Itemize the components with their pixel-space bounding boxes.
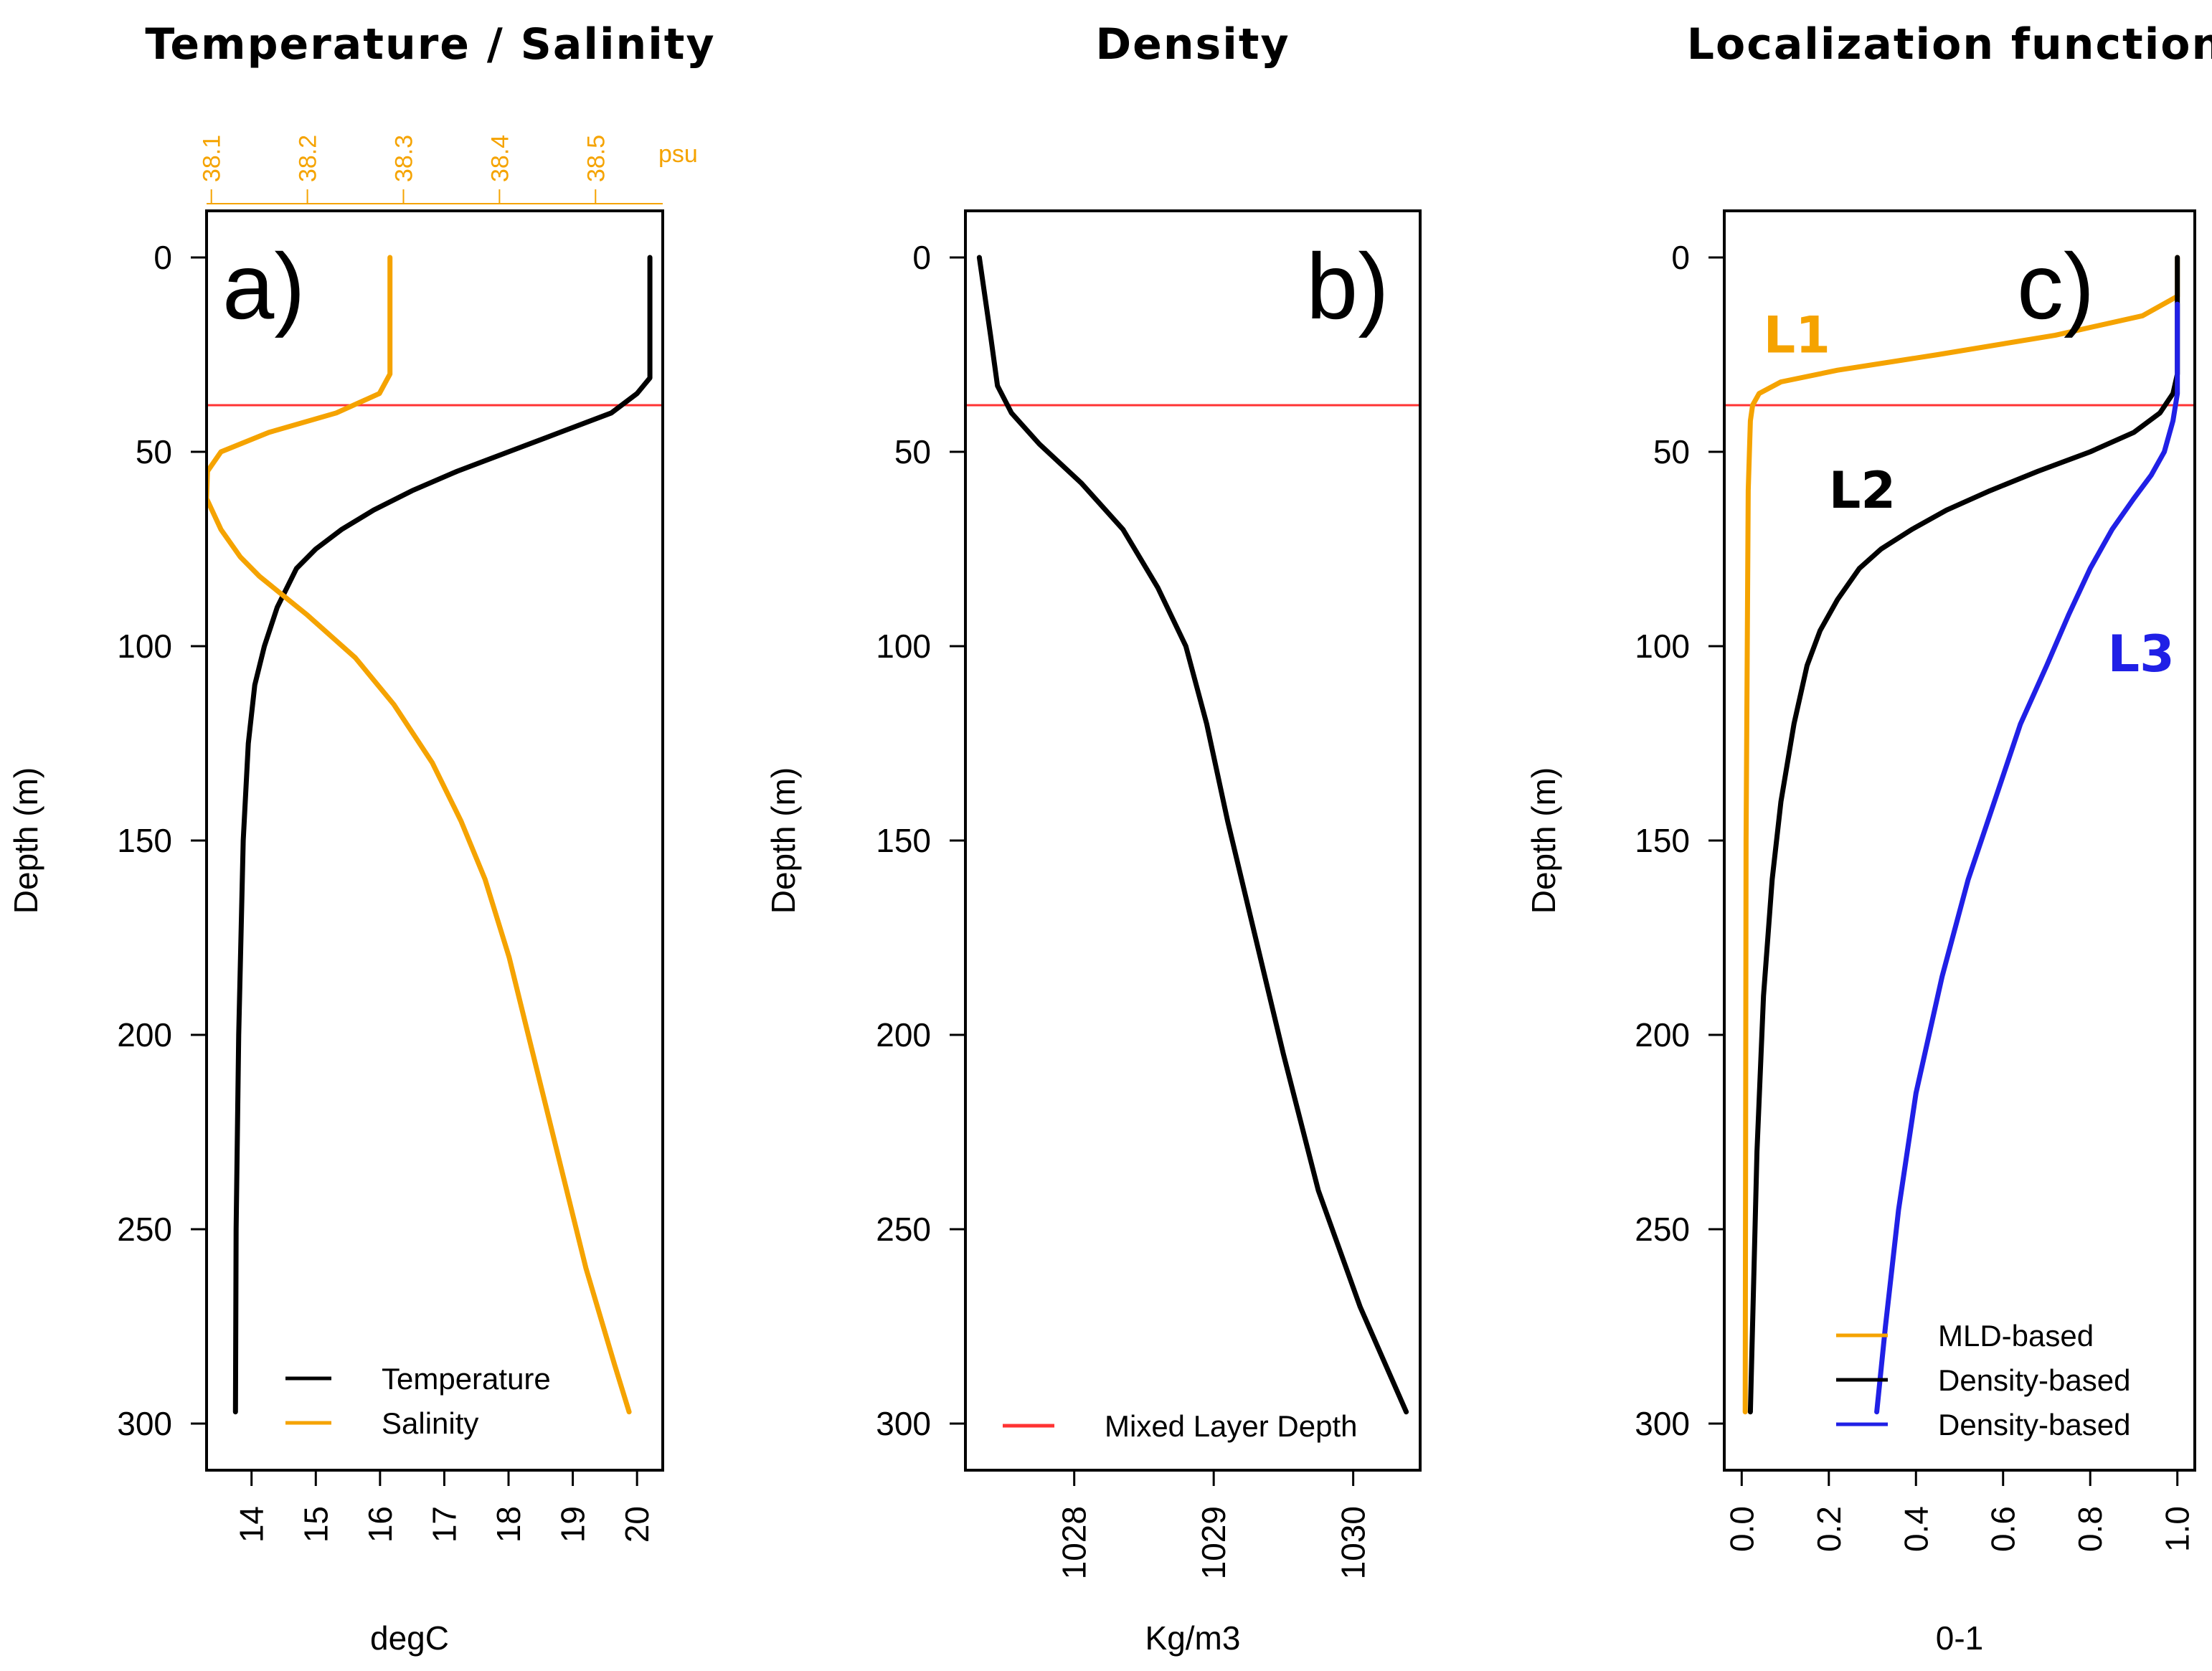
x-tick-label: 0.4 (1897, 1506, 1934, 1552)
curve-label-l3: L3 (2108, 625, 2175, 683)
top-x-tick-label: 38.5 (582, 135, 610, 182)
x-tick-label: 0.8 (2071, 1506, 2109, 1552)
top-axis-unit: psu (658, 141, 698, 168)
y-tick-label: 250 (876, 1211, 931, 1248)
y-tick-label: 300 (1635, 1405, 1690, 1442)
y-tick-label: 100 (876, 628, 931, 665)
panel-tag-b: b) (1306, 234, 1389, 339)
y-tick-label: 250 (117, 1211, 172, 1248)
y-axis-label: Depth (m) (765, 767, 802, 914)
x-tick-label: 15 (297, 1506, 334, 1543)
x-tick-label: 18 (490, 1506, 527, 1543)
y-tick-label: 50 (136, 433, 172, 470)
series-line-l3 (1874, 301, 2180, 1415)
y-tick-label: 0 (912, 239, 931, 276)
x-axis-label: degC (370, 1619, 449, 1657)
legend-label: MLD-based (1938, 1319, 2094, 1353)
y-tick-label: 100 (1635, 628, 1690, 665)
x-axis-label: 0-1 (1936, 1619, 1983, 1657)
y-tick-label: 300 (876, 1405, 931, 1442)
legend-label: Salinity (382, 1406, 478, 1440)
panel-tag-a: a) (222, 234, 306, 339)
legend-label: Mixed Layer Depth (1105, 1409, 1358, 1443)
panel-tag-c: c) (2017, 234, 2094, 339)
panel-c-title: Localization function (1687, 19, 2212, 70)
legend-label: Density-based (1938, 1408, 2130, 1442)
legend-label: Density-based (1938, 1363, 2130, 1397)
panel-c: Localization function 0 50 100 150 200 250 300 D… (1525, 19, 2212, 1657)
curve-label-l1: L1 (1764, 306, 1830, 364)
panel-a: Temperature / Salinity 0 50 100 150 200 250 300… (7, 19, 715, 1657)
top-x-tick-label: 38.1 (199, 135, 226, 182)
series-line-density (976, 255, 1409, 1415)
top-x-tick-label: 38.4 (486, 135, 514, 182)
series-line-l1 (1742, 255, 2180, 1415)
y-tick-label: 0 (1671, 239, 1690, 276)
x-tick-label: 19 (554, 1506, 592, 1543)
x-axis-label: Kg/m3 (1145, 1619, 1241, 1657)
y-tick-label: 250 (1635, 1211, 1690, 1248)
curve-label-l2: L2 (1829, 461, 1896, 520)
y-tick-label: 50 (894, 433, 931, 470)
top-x-tick-label: 38.2 (295, 135, 322, 182)
x-tick-label: 0.2 (1810, 1506, 1848, 1552)
series-line-temperature (232, 255, 653, 1415)
panel-b-title: Density (1095, 19, 1290, 70)
legend-label: Temperature (382, 1362, 551, 1396)
top-x-tick-label: 38.3 (390, 135, 417, 182)
y-tick-label: 200 (1635, 1016, 1690, 1054)
y-tick-label: 300 (117, 1405, 172, 1442)
x-tick-label: 1028 (1056, 1506, 1093, 1579)
x-tick-label: 20 (618, 1506, 656, 1543)
y-tick-label: 0 (153, 239, 172, 276)
panel-a-title: Temperature / Salinity (145, 19, 715, 70)
y-tick-label: 150 (117, 822, 172, 859)
x-tick-label: 1029 (1195, 1506, 1232, 1579)
panel-b: Density 0 50 100 150 200 250 300 Depth (m) 1028 10… (765, 19, 1422, 1657)
x-tick-label: 14 (233, 1506, 270, 1543)
y-tick-label: 50 (1653, 433, 1690, 470)
x-tick-label: 1.0 (2159, 1506, 2196, 1552)
x-tick-label: 0.0 (1723, 1506, 1760, 1552)
y-tick-label: 150 (1635, 822, 1690, 859)
y-axis-label: Depth (m) (7, 767, 44, 914)
x-tick-label: 16 (361, 1506, 399, 1543)
series-line-l2 (1747, 255, 2180, 1415)
y-tick-label: 200 (117, 1016, 172, 1054)
x-tick-label: 17 (425, 1506, 463, 1543)
y-axis-label: Depth (m) (1525, 767, 1562, 914)
x-tick-label: 1030 (1335, 1506, 1372, 1579)
y-tick-label: 100 (117, 628, 172, 665)
x-tick-label: 0.6 (1985, 1506, 2022, 1552)
series-line-salinity (207, 255, 632, 1415)
y-tick-label: 200 (876, 1016, 931, 1054)
y-tick-label: 150 (876, 822, 931, 859)
